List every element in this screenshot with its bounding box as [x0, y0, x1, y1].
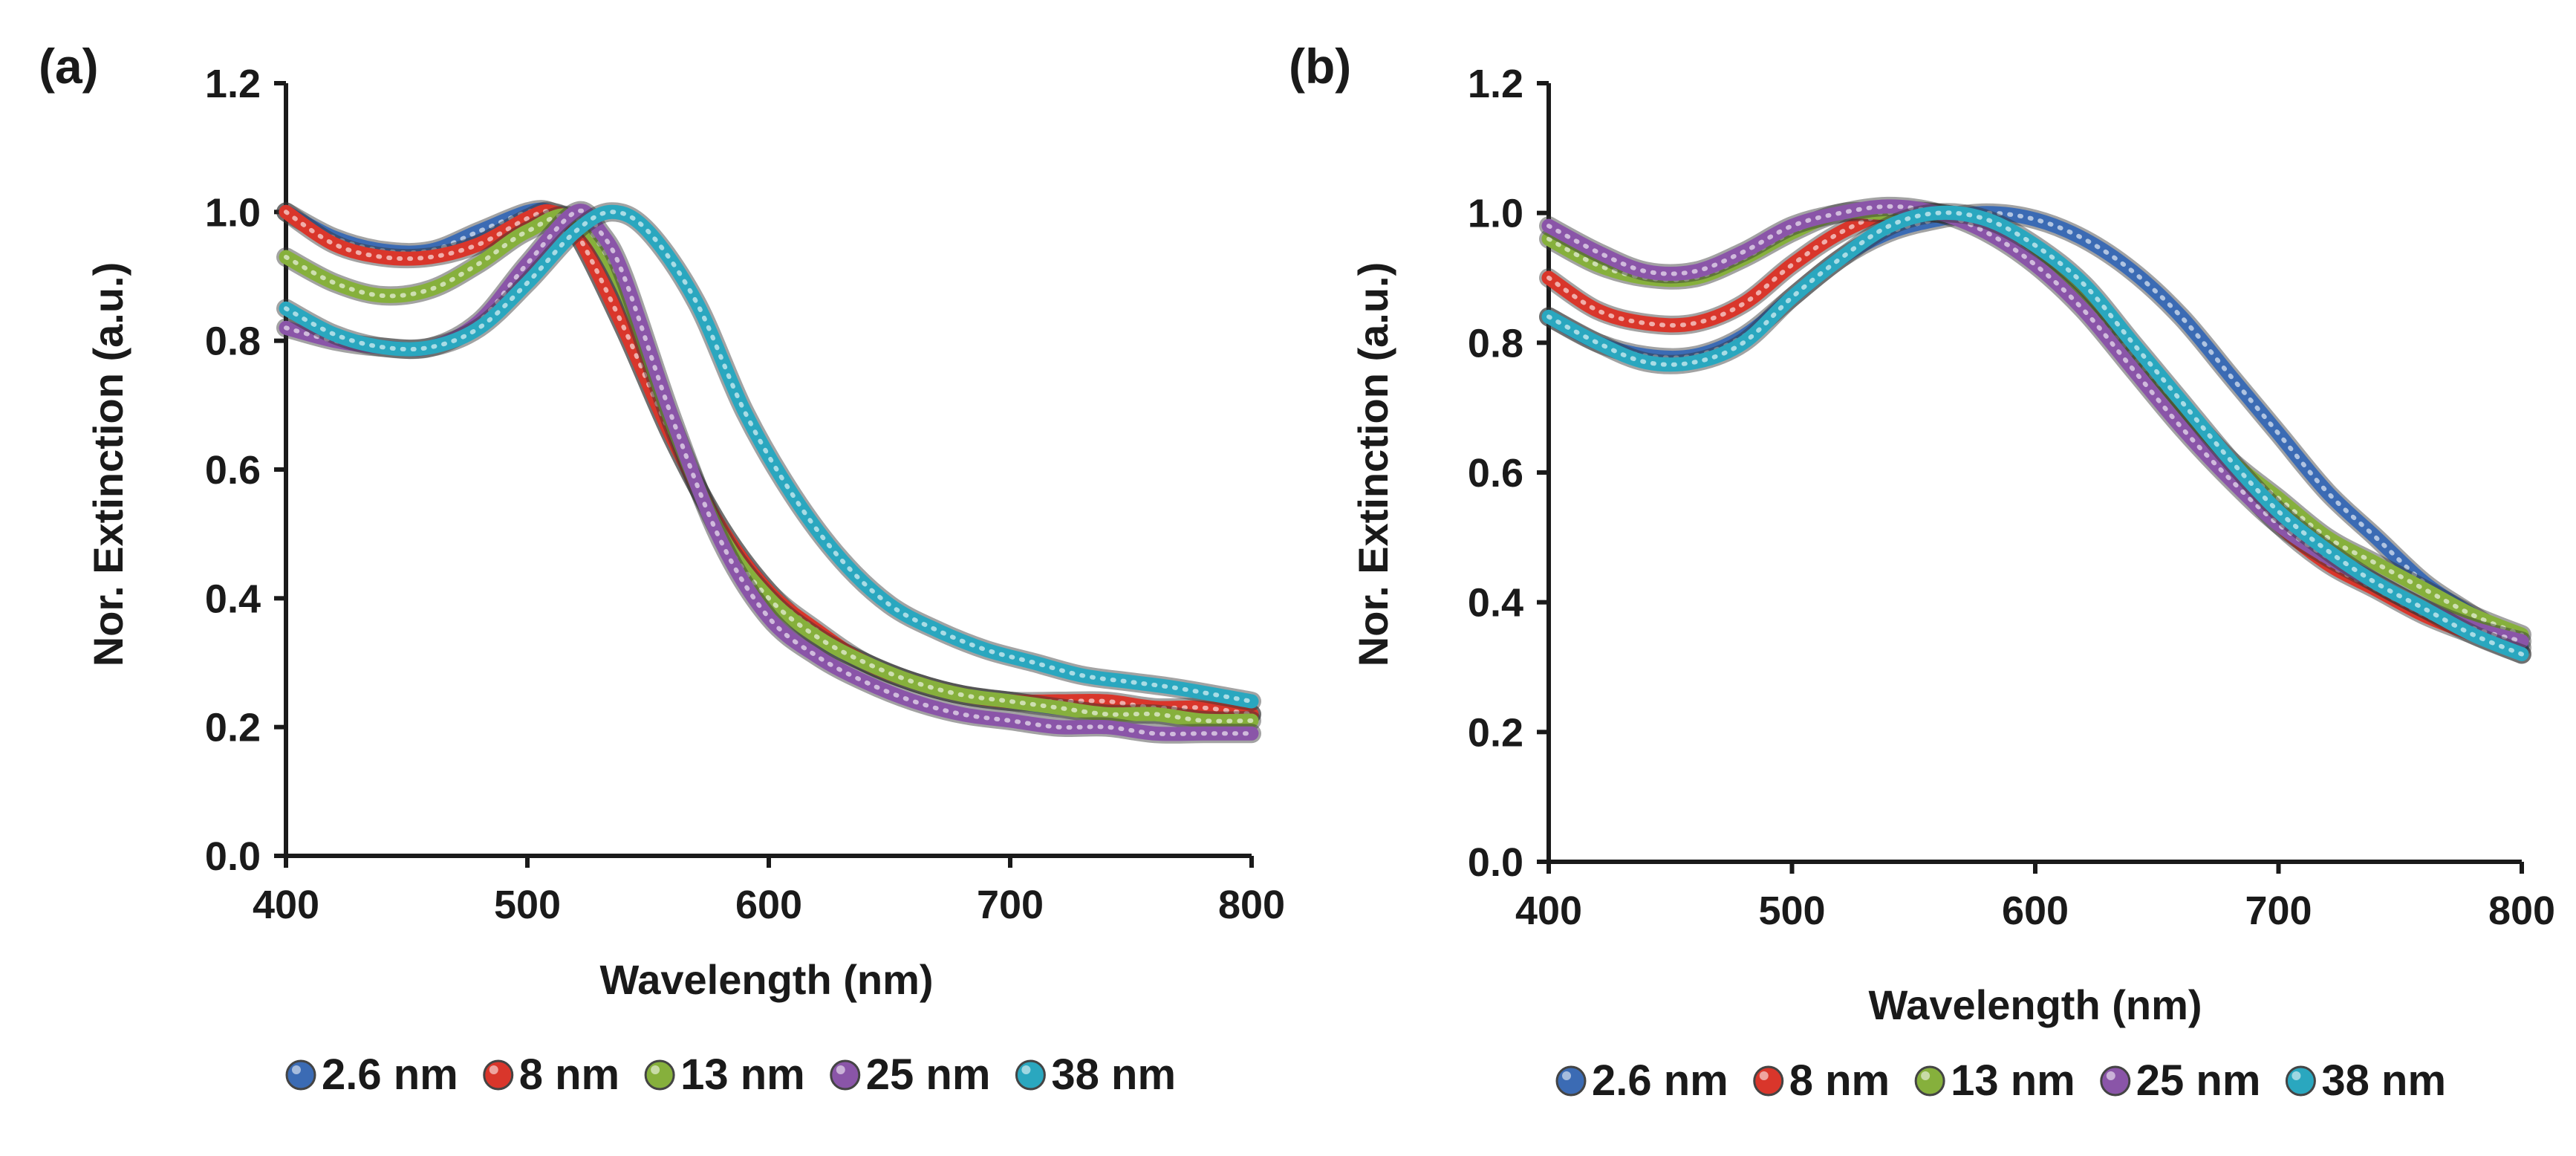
- legend-label-13-nm: 13 nm: [1951, 1056, 2075, 1105]
- x-tick-label: 500: [494, 883, 561, 927]
- series-bead-texture-38-nm: [284, 210, 1254, 704]
- y-tick-label: 1.0: [205, 190, 261, 235]
- legend-label-8-nm: 8 nm: [1789, 1056, 1890, 1105]
- legend-marker-highlight-2-6-nm: [292, 1065, 301, 1074]
- legend-label-38-nm: 38 nm: [1051, 1051, 1176, 1099]
- legend-marker-2-6-nm: [285, 1059, 316, 1091]
- y-tick-label: 0.2: [205, 706, 261, 750]
- legend-marker-25-nm: [830, 1059, 861, 1091]
- series-bead-texture-25-nm: [284, 208, 1254, 736]
- y-tick-label: 0.4: [205, 577, 261, 621]
- legend-a: 2.6 nm 8 nm 13 nm 25 nm 38 nm: [285, 1051, 1176, 1099]
- y-tick-label: 1.2: [1468, 62, 1523, 106]
- x-axis-title-a: Wavelength (nm): [599, 956, 933, 1003]
- legend-marker-13-nm: [1914, 1065, 1945, 1097]
- series-bead-texture-25-nm: [1546, 204, 2524, 644]
- x-tick-label: 800: [1218, 883, 1285, 927]
- y-tick-label: 0.0: [1468, 840, 1523, 885]
- ticks-a: 0.0 0.2 0.4 0.6 0.8 1.0 1.2 400 500 600 700 800: [205, 62, 1285, 927]
- legend-marker-highlight-8-nm: [1759, 1071, 1769, 1080]
- x-tick-label: 600: [2002, 889, 2069, 933]
- y-tick-label: 0.8: [1468, 321, 1523, 366]
- y-axis-title-a: Nor. Extinction (a.u.): [85, 262, 131, 666]
- y-tick-label: 0.6: [205, 448, 261, 493]
- legend-marker-25-nm: [2100, 1065, 2131, 1097]
- legend-marker-38-nm: [1015, 1059, 1046, 1091]
- legend-label-8-nm: 8 nm: [519, 1051, 619, 1099]
- x-tick-label: 700: [2245, 889, 2312, 933]
- ticks-b: 0.0 0.2 0.4 0.6 0.8 1.0 1.2 400 500 600 700 800: [1468, 62, 2555, 933]
- x-tick-label: 400: [253, 883, 319, 927]
- legend-label-2-6-nm: 2.6 nm: [1592, 1056, 1728, 1105]
- x-tick-label: 700: [977, 883, 1044, 927]
- panel-a: (a) Nor. Extinction (a.u.) Wavelength (n…: [39, 39, 1285, 1099]
- legend-marker-highlight-38-nm: [2292, 1071, 2301, 1080]
- legend-marker-8-nm: [483, 1059, 514, 1091]
- x-tick-label: 600: [735, 883, 802, 927]
- panel-b: (b) Nor. Extinction (a.u.) Wavelength (n…: [1289, 39, 2555, 1105]
- legend-marker-highlight-13-nm: [651, 1065, 660, 1074]
- y-tick-label: 0.8: [205, 319, 261, 364]
- y-tick-label: 1.0: [1468, 192, 1523, 236]
- panel-label-a: (a): [39, 39, 99, 94]
- y-tick-label: 0.2: [1468, 710, 1523, 755]
- legend-marker-38-nm: [2285, 1065, 2316, 1097]
- axes-b: [1546, 83, 2522, 864]
- x-tick-label: 800: [2488, 889, 2555, 933]
- panel-label-b: (b): [1289, 39, 1351, 94]
- y-tick-label: 0.0: [205, 834, 261, 879]
- legend-marker-highlight-38-nm: [1021, 1065, 1031, 1074]
- legend-label-13-nm: 13 nm: [680, 1051, 805, 1099]
- series-bead-texture-8-nm: [284, 209, 1254, 717]
- legend-marker-highlight-25-nm: [836, 1065, 845, 1074]
- legend-marker-highlight-2-6-nm: [1562, 1071, 1571, 1080]
- series-bead-texture-13-nm: [284, 212, 1254, 724]
- legend-marker-highlight-8-nm: [489, 1065, 498, 1074]
- legend-marker-13-nm: [644, 1059, 675, 1091]
- y-tick-label: 0.4: [1468, 581, 1523, 626]
- legend-marker-8-nm: [1753, 1065, 1784, 1097]
- series-layer-b: [1539, 196, 2531, 664]
- series-line-38-nm: [1541, 205, 2529, 661]
- legend-marker-2-6-nm: [1555, 1065, 1587, 1097]
- legend-b: 2.6 nm 8 nm 13 nm 25 nm 38 nm: [1555, 1056, 2446, 1105]
- legend-marker-highlight-25-nm: [2106, 1071, 2115, 1080]
- x-axis-title-b: Wavelength (nm): [1868, 981, 2202, 1028]
- legend-label-38-nm: 38 nm: [2321, 1056, 2446, 1105]
- series-layer-a: [276, 200, 1261, 744]
- x-tick-label: 500: [1758, 889, 1825, 933]
- legend-label-2-6-nm: 2.6 nm: [322, 1051, 458, 1099]
- y-tick-label: 1.2: [205, 62, 261, 106]
- legend-marker-highlight-13-nm: [1921, 1071, 1931, 1080]
- y-axis-title-b: Nor. Extinction (a.u.): [1350, 262, 1396, 666]
- x-tick-label: 400: [1515, 889, 1582, 933]
- legend-label-25-nm: 25 nm: [866, 1051, 991, 1099]
- y-tick-label: 0.6: [1468, 451, 1523, 496]
- legend-label-25-nm: 25 nm: [2136, 1056, 2261, 1105]
